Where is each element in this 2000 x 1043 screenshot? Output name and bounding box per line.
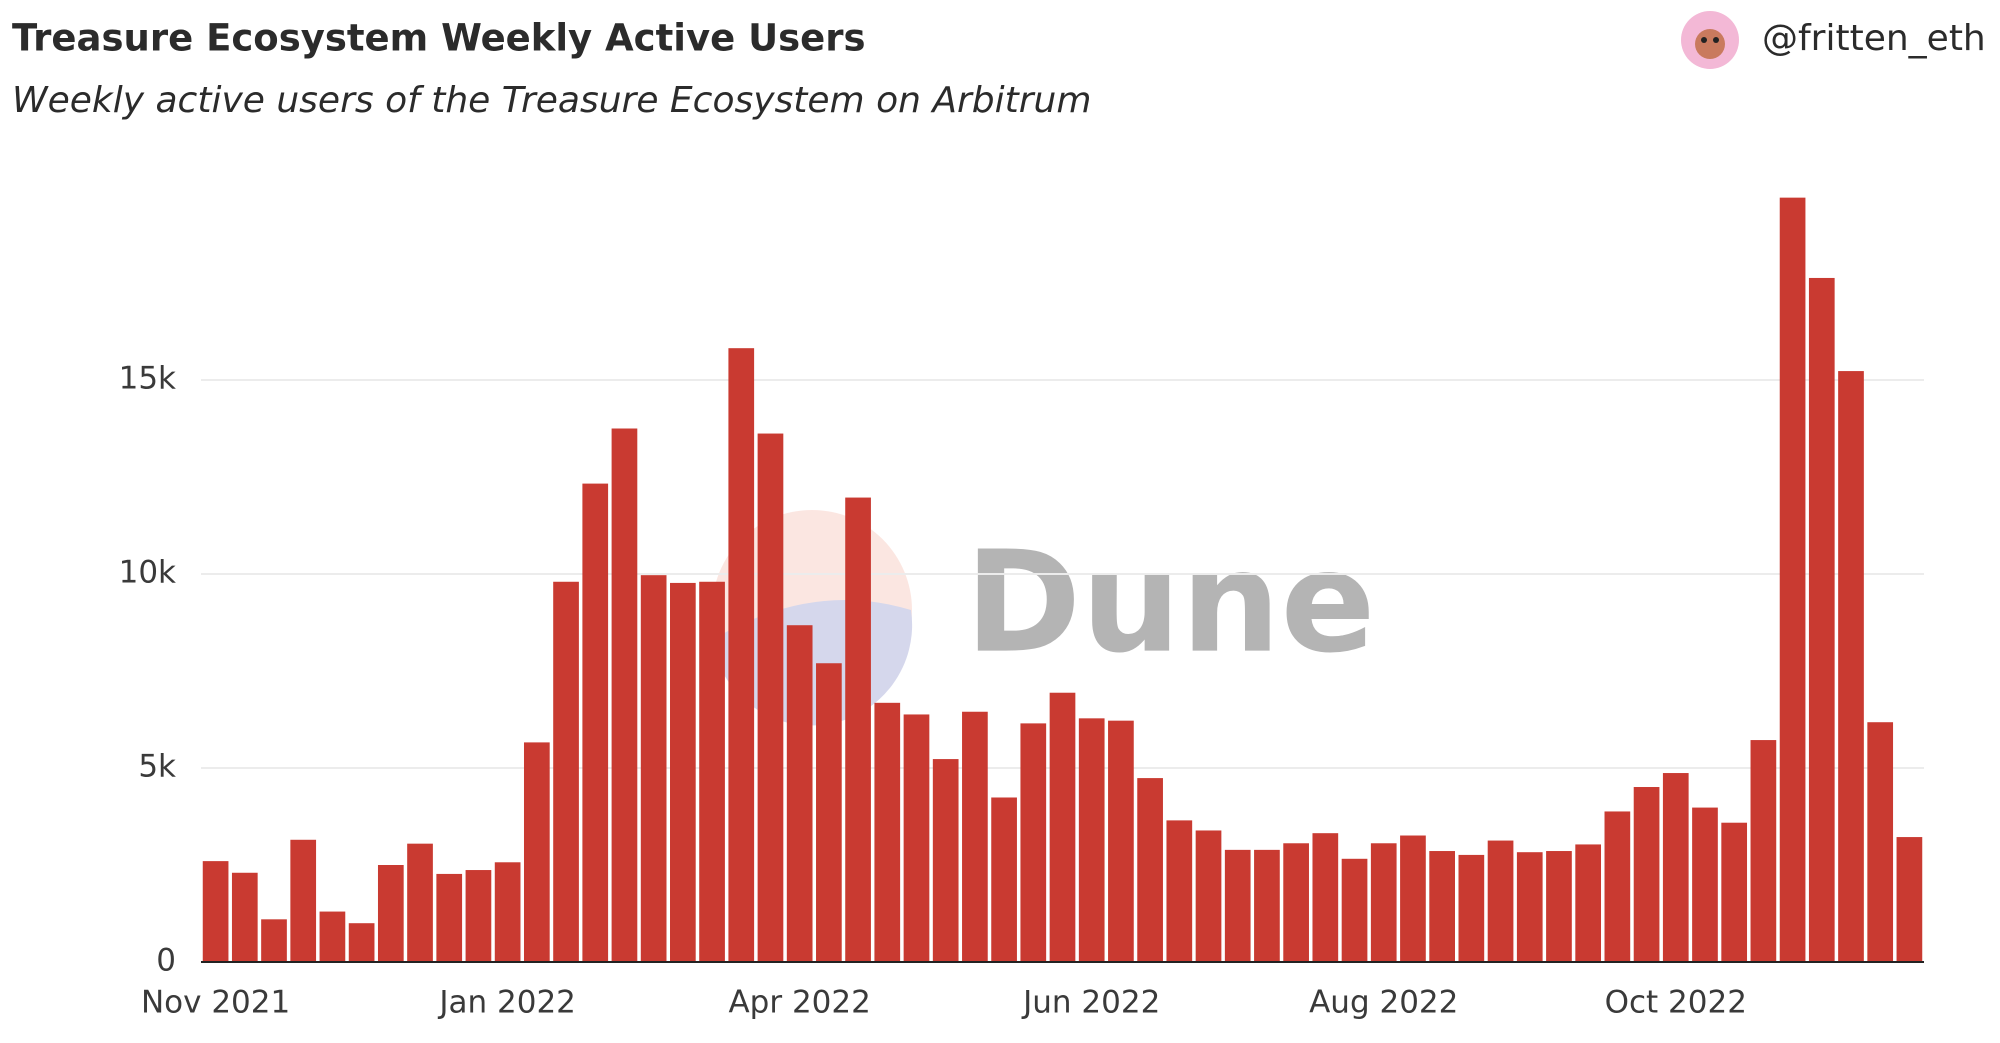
watermark-text: Dune bbox=[965, 522, 1376, 685]
bar bbox=[1049, 692, 1076, 962]
bar bbox=[845, 497, 871, 962]
bar bbox=[1779, 197, 1806, 962]
bar bbox=[377, 865, 404, 962]
bar bbox=[1838, 371, 1864, 962]
bar bbox=[1254, 849, 1280, 962]
bar bbox=[1020, 723, 1047, 962]
chart-subtitle: Weekly active users of the Treasure Ecos… bbox=[12, 80, 1091, 121]
bar bbox=[202, 861, 229, 962]
bar bbox=[1166, 820, 1193, 962]
bar bbox=[1604, 811, 1631, 962]
bar bbox=[1370, 843, 1397, 962]
bar bbox=[1283, 843, 1309, 962]
bar bbox=[523, 742, 550, 962]
bar bbox=[1487, 840, 1514, 962]
x-tick-label: Apr 2022 bbox=[728, 985, 870, 1021]
bar bbox=[1137, 778, 1163, 962]
bar bbox=[1516, 852, 1543, 962]
bar bbox=[494, 862, 521, 962]
bar bbox=[1662, 773, 1689, 962]
bar bbox=[1108, 720, 1134, 962]
author-handle[interactable]: @fritten_eth bbox=[1762, 18, 1986, 59]
bar bbox=[728, 348, 755, 963]
bar bbox=[582, 483, 609, 962]
bar bbox=[1546, 851, 1572, 962]
bar bbox=[1692, 807, 1718, 962]
bar bbox=[1750, 740, 1777, 962]
bar bbox=[816, 663, 842, 962]
x-tick-label: Oct 2022 bbox=[1605, 985, 1747, 1021]
bar bbox=[1224, 849, 1251, 962]
bar bbox=[1312, 833, 1339, 962]
bar bbox=[932, 759, 959, 962]
bar bbox=[640, 575, 667, 962]
y-tick-label: 0 bbox=[156, 943, 176, 979]
author-avatar bbox=[1681, 11, 1739, 69]
bar bbox=[319, 911, 346, 962]
bar bbox=[1867, 722, 1894, 962]
x-tick-label: Aug 2022 bbox=[1309, 985, 1458, 1021]
bar bbox=[1633, 787, 1660, 962]
bar bbox=[1458, 854, 1485, 962]
bar bbox=[1078, 718, 1105, 962]
x-tick-label: Nov 2021 bbox=[141, 985, 290, 1021]
y-tick-label: 10k bbox=[119, 555, 176, 591]
bar bbox=[786, 625, 813, 962]
bar bbox=[874, 702, 901, 962]
y-tick-label: 5k bbox=[138, 749, 176, 785]
bar bbox=[465, 870, 492, 962]
x-tick-label: Jan 2022 bbox=[437, 985, 576, 1021]
bar bbox=[611, 428, 638, 962]
bar bbox=[1721, 822, 1748, 962]
bar bbox=[1429, 851, 1455, 962]
bar bbox=[261, 919, 287, 962]
chart-title: Treasure Ecosystem Weekly Active Users bbox=[12, 17, 866, 60]
y-tick-label: 15k bbox=[119, 361, 176, 397]
bar bbox=[231, 872, 258, 962]
bar bbox=[436, 873, 463, 962]
bar bbox=[1400, 835, 1426, 962]
x-tick-label: Jun 2022 bbox=[1021, 985, 1160, 1021]
bar bbox=[1896, 837, 1923, 962]
bar bbox=[991, 797, 1017, 962]
bar bbox=[553, 581, 579, 962]
bar bbox=[407, 843, 433, 962]
bar bbox=[1195, 830, 1222, 962]
bar bbox=[290, 839, 317, 962]
bar bbox=[1341, 858, 1368, 962]
bar bbox=[962, 711, 988, 962]
bar bbox=[903, 714, 930, 962]
bar bbox=[348, 923, 375, 962]
bar bbox=[670, 582, 696, 962]
bar bbox=[1575, 844, 1602, 962]
bar bbox=[757, 433, 784, 962]
bar bbox=[1808, 277, 1835, 962]
bar bbox=[699, 581, 725, 962]
